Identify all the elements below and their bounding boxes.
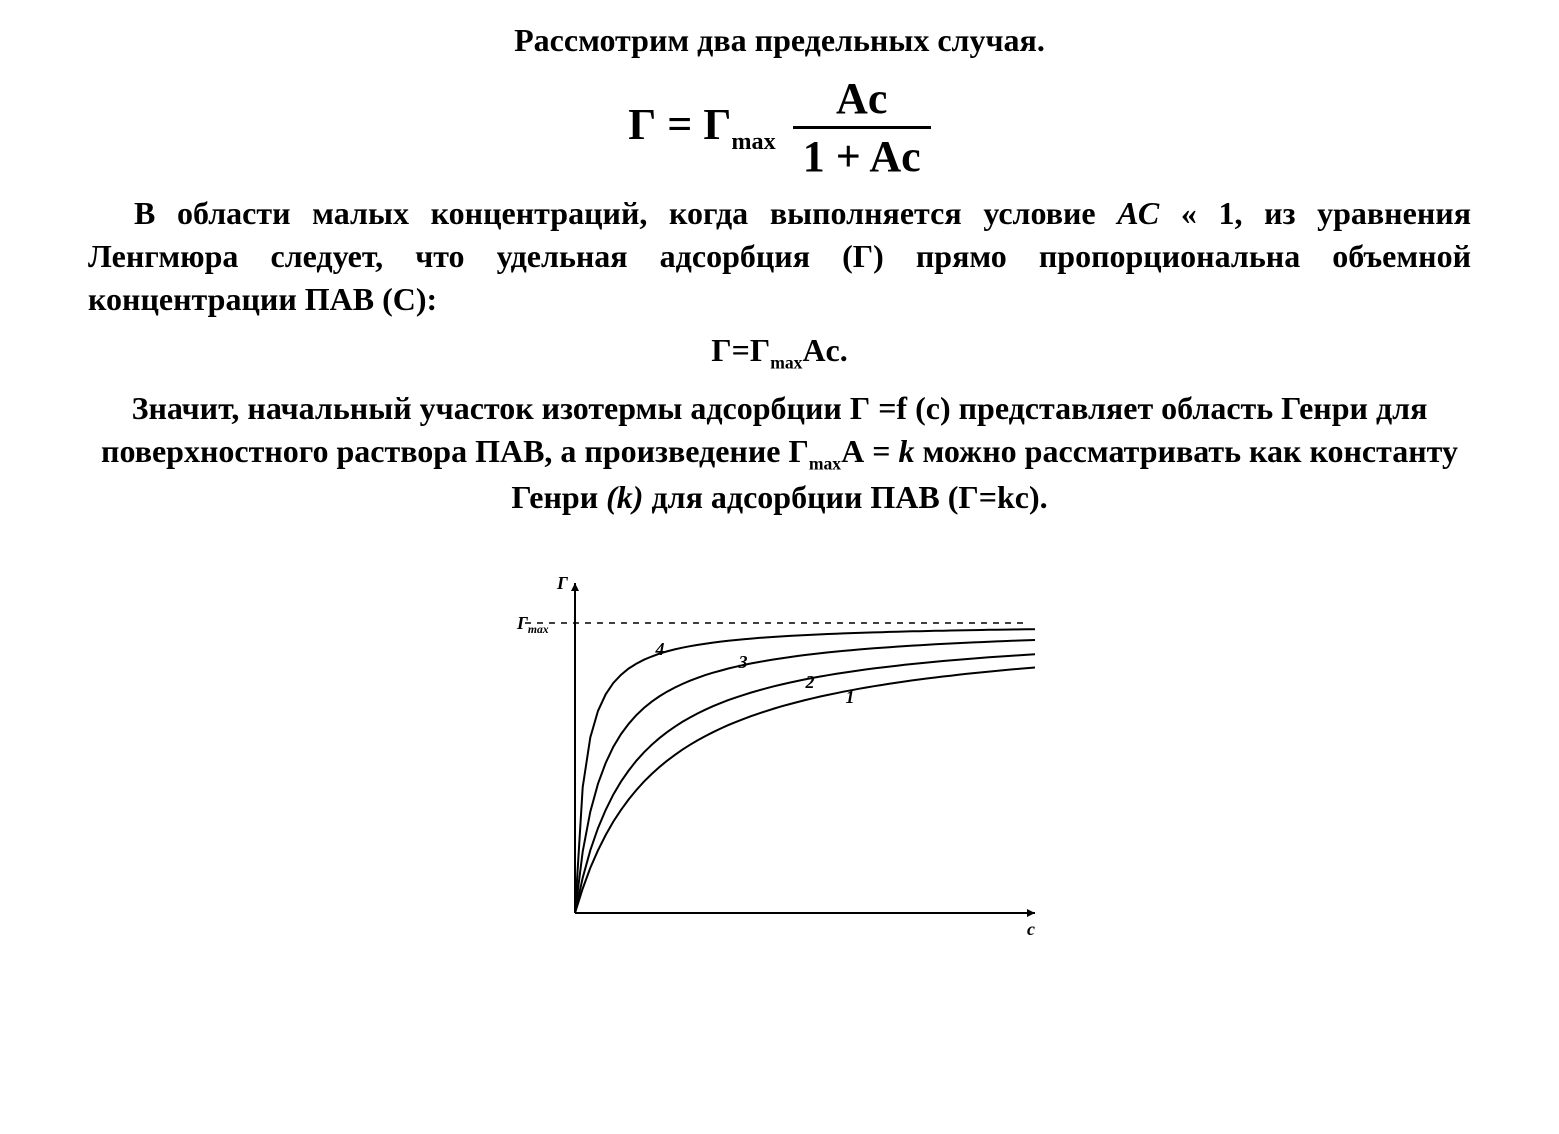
- lin-rhs: Ac.: [802, 332, 847, 368]
- gamma-symbol: Г: [628, 100, 656, 149]
- max-subscript: max: [731, 128, 775, 155]
- curve-label: 3: [737, 652, 747, 672]
- isotherm-chart-wrap: Г Гmax c 1 2 3 4: [88, 563, 1471, 968]
- curve-label: 2: [804, 672, 814, 692]
- para2-text-2: А =: [841, 433, 898, 469]
- isotherm-curve: [575, 668, 1035, 914]
- page-title: Рассмотрим два предельных случая.: [88, 22, 1471, 59]
- curve-label: 1: [845, 687, 854, 707]
- lin-lhs: Г=Г: [711, 332, 770, 368]
- paragraph-1: В области малых концентраций, когда выпо…: [88, 192, 1471, 322]
- x-axis-arrow-icon: [1027, 909, 1035, 917]
- para2-text-4: для адсорбции ПАВ (Г=kc).: [643, 479, 1047, 515]
- equals-sign: =: [656, 100, 703, 149]
- y-axis-arrow-icon: [571, 583, 579, 591]
- curve-label: 4: [654, 639, 664, 659]
- para2-k1: k: [898, 433, 914, 469]
- para2-k2: (k): [606, 479, 643, 515]
- fraction-denominator: 1 + Ac: [793, 126, 931, 182]
- langmuir-equation: Г = Гmax Ac 1 + Ac: [88, 73, 1471, 182]
- isotherm-curve: [575, 655, 1035, 914]
- y-axis-label: Г: [556, 573, 568, 593]
- paragraph-2: Значит, начальный участок изотермы адсор…: [88, 387, 1471, 520]
- fraction: Ac 1 + Ac: [793, 73, 931, 182]
- para1-AC: АС: [1117, 195, 1159, 231]
- para1-text-1: В области малых концентраций, когда выпо…: [134, 195, 1117, 231]
- gamma-symbol-2: Г: [703, 100, 731, 149]
- eq-lhs: Г = Гmax: [628, 100, 786, 149]
- isotherm-chart: Г Гmax c 1 2 3 4: [495, 563, 1065, 963]
- denominator-prefix: 1 +: [803, 132, 870, 181]
- gmax-axis-label: Гmax: [516, 613, 549, 636]
- fraction-numerator: Ac: [793, 73, 931, 126]
- page: Рассмотрим два предельных случая. Г = Гm…: [0, 0, 1559, 1134]
- x-axis-label: c: [1027, 919, 1035, 939]
- linear-equation: Г=ГmaxAc.: [88, 332, 1471, 373]
- para2-max-sub: max: [809, 454, 841, 474]
- denominator-ac: Ac: [869, 132, 920, 181]
- lin-max-sub: max: [770, 352, 802, 372]
